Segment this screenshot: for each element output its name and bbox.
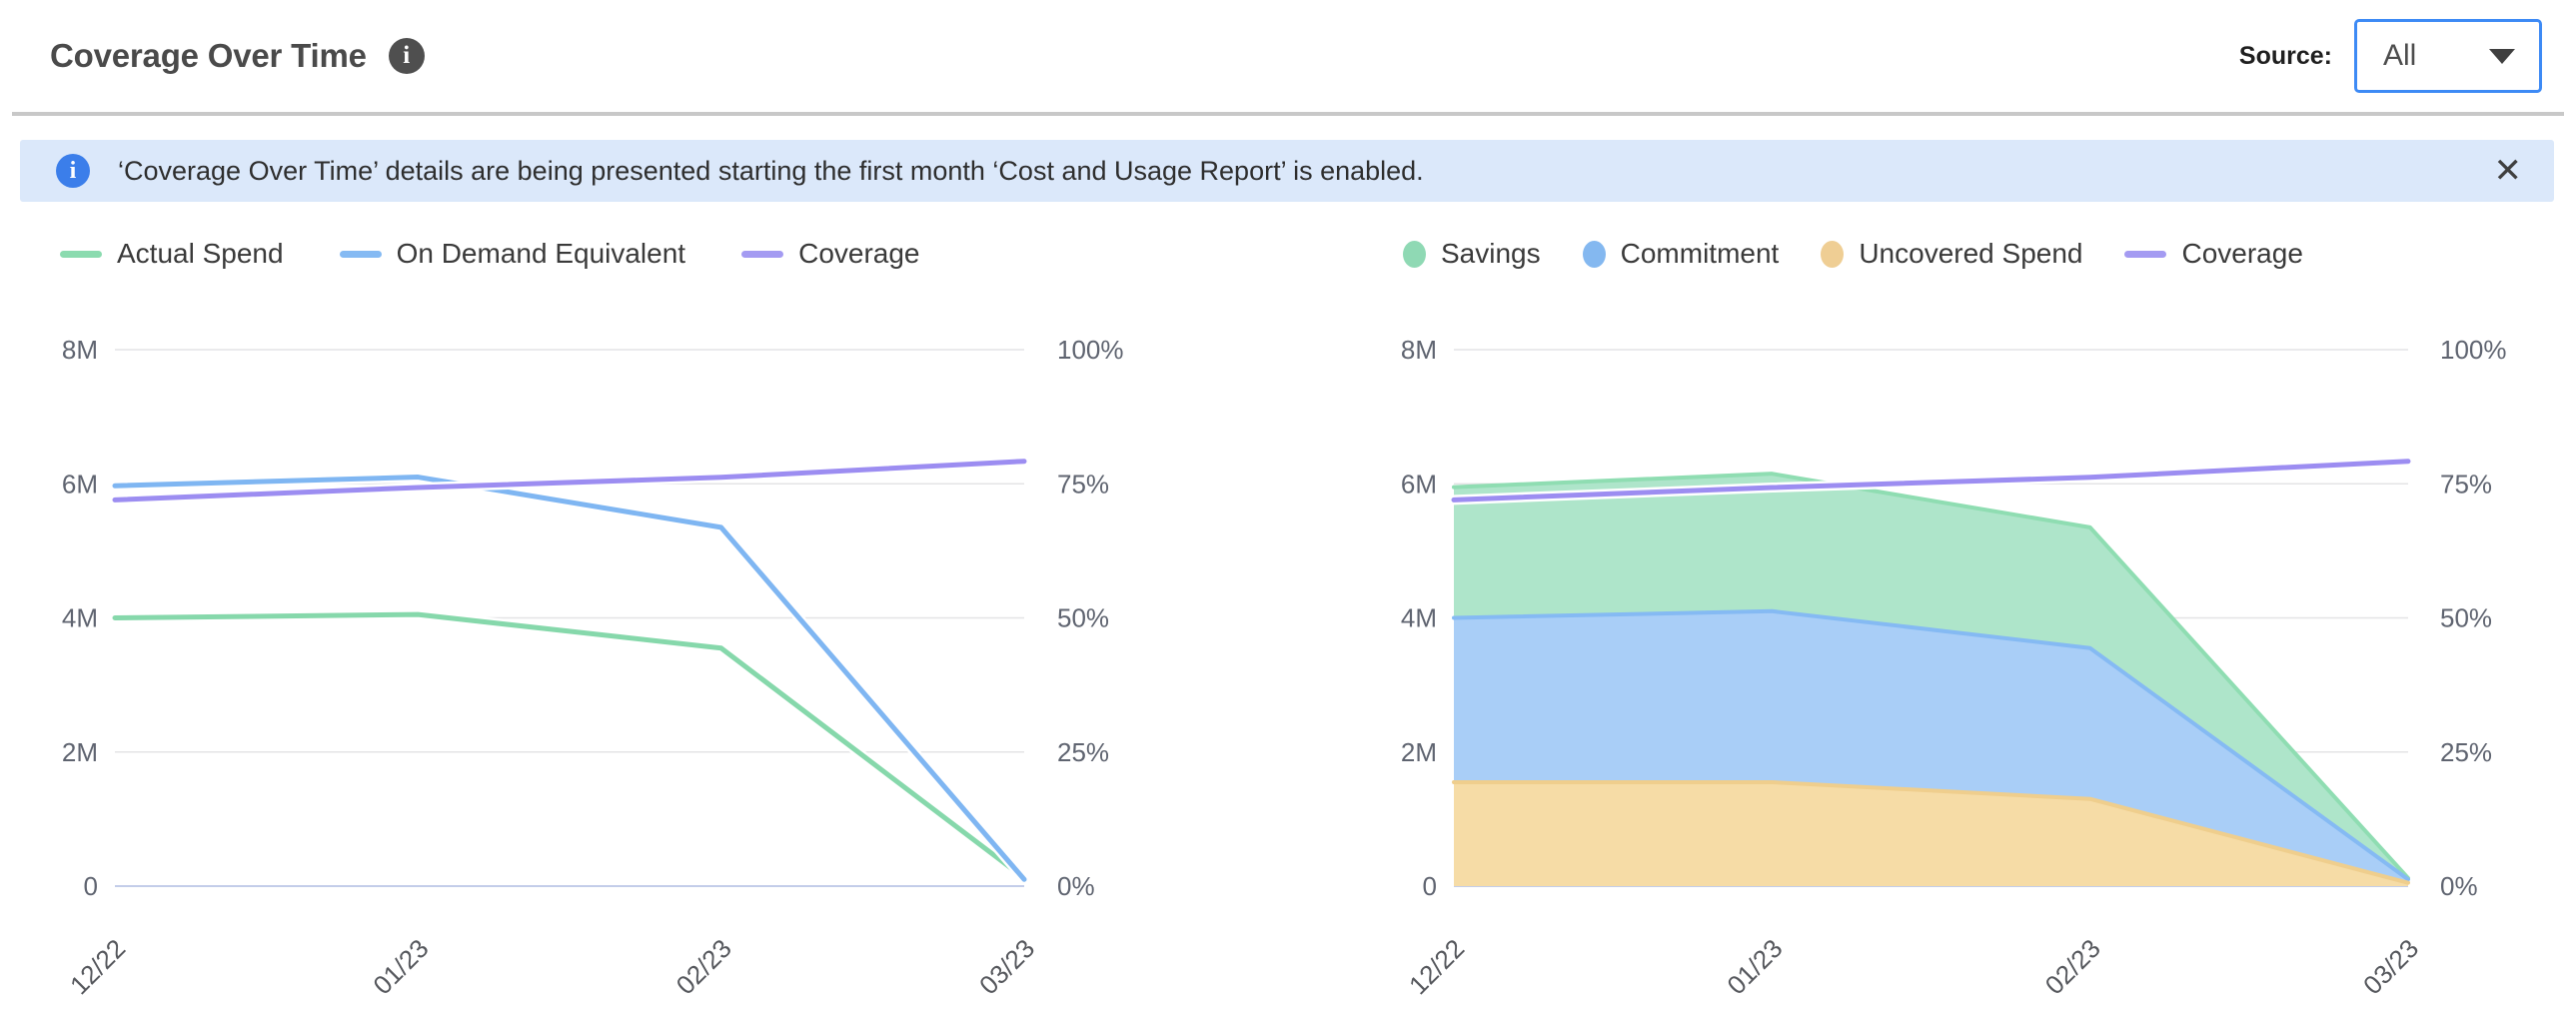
legend-dot-marker bbox=[1821, 240, 1845, 268]
page-title: Coverage Over Time bbox=[50, 37, 367, 74]
svg-text:03/23: 03/23 bbox=[973, 933, 1040, 999]
close-icon: ✕ bbox=[2493, 152, 2523, 190]
svg-text:100%: 100% bbox=[2440, 335, 2507, 365]
svg-text:2M: 2M bbox=[62, 737, 98, 767]
svg-text:4M: 4M bbox=[62, 603, 98, 633]
legend-label: Commitment bbox=[1620, 238, 1780, 269]
legend-line-marker bbox=[339, 250, 382, 258]
info-banner: i ‘Coverage Over Time’ details are being… bbox=[20, 140, 2554, 202]
legend-item-actual-spend[interactable]: Actual Spend bbox=[60, 238, 284, 270]
legend-item-savings[interactable]: Savings bbox=[1403, 238, 1541, 270]
svg-text:25%: 25% bbox=[2440, 737, 2492, 767]
legend-item-on-demand-equivalent[interactable]: On Demand Equivalent bbox=[339, 238, 686, 270]
banner-info-icon: i bbox=[56, 154, 90, 188]
svg-text:75%: 75% bbox=[2440, 469, 2492, 499]
coverage-line-chart-panel: Actual Spend On Demand Equivalent Coverage… bbox=[20, 222, 1199, 999]
title-info-icon[interactable]: i bbox=[388, 38, 425, 74]
coverage-line-chart[interactable]: 0 0% 2M 25% 4M 50% 6M 75% 8M 100% 12/22 01/23 02/23 0… bbox=[20, 300, 1199, 999]
banner-close-button[interactable]: ✕ bbox=[2490, 150, 2527, 192]
legend-line-marker bbox=[741, 250, 784, 258]
svg-text:2M: 2M bbox=[1401, 737, 1437, 767]
source-label: Source: bbox=[2238, 41, 2332, 70]
coverage-area-chart-panel: Savings Commitment Uncovered Spend Coverage… bbox=[1359, 222, 2556, 999]
svg-text:01/23: 01/23 bbox=[1721, 933, 1788, 999]
svg-text:100%: 100% bbox=[1057, 335, 1124, 365]
svg-text:12/22: 12/22 bbox=[64, 933, 131, 999]
source-selected-value: All bbox=[2383, 39, 2417, 72]
charts-row: Actual Spend On Demand Equivalent Coverage… bbox=[0, 222, 2576, 999]
line-chart-legend: Actual Spend On Demand Equivalent Coverage bbox=[20, 222, 1199, 286]
legend-label: Coverage bbox=[2181, 238, 2303, 269]
legend-label: Coverage bbox=[798, 238, 920, 269]
svg-text:12/22: 12/22 bbox=[1403, 933, 1470, 999]
svg-text:4M: 4M bbox=[1401, 603, 1437, 633]
legend-line-marker bbox=[60, 250, 102, 258]
svg-text:50%: 50% bbox=[1057, 603, 1109, 633]
legend-dot-marker bbox=[1582, 240, 1606, 268]
svg-text:0%: 0% bbox=[2440, 871, 2478, 901]
svg-text:01/23: 01/23 bbox=[367, 933, 434, 999]
svg-text:0: 0 bbox=[84, 871, 98, 901]
coverage-area-chart[interactable]: 0 0% 2M 25% 4M 50% 6M 75% 8M 100% 12/22 01/23 02/23 0… bbox=[1359, 300, 2556, 999]
area-chart-legend: Savings Commitment Uncovered Spend Coverage bbox=[1359, 222, 2556, 286]
svg-text:0%: 0% bbox=[1057, 871, 1095, 901]
svg-text:6M: 6M bbox=[1401, 469, 1437, 499]
legend-item-commitment[interactable]: Commitment bbox=[1582, 238, 1780, 270]
svg-text:6M: 6M bbox=[62, 469, 98, 499]
legend-dot-marker bbox=[1403, 240, 1426, 268]
chevron-down-icon bbox=[2489, 48, 2515, 64]
legend-item-coverage[interactable]: Coverage bbox=[2124, 238, 2303, 270]
banner-text: ‘Coverage Over Time’ details are being p… bbox=[118, 155, 1424, 186]
svg-text:8M: 8M bbox=[62, 335, 98, 365]
svg-text:02/23: 02/23 bbox=[2039, 933, 2106, 999]
legend-item-coverage[interactable]: Coverage bbox=[741, 238, 920, 270]
svg-text:8M: 8M bbox=[1401, 335, 1437, 365]
legend-label: Uncovered Spend bbox=[1859, 238, 2083, 269]
svg-text:50%: 50% bbox=[2440, 603, 2492, 633]
legend-label: On Demand Equivalent bbox=[396, 238, 686, 269]
legend-label: Actual Spend bbox=[117, 238, 284, 269]
svg-text:25%: 25% bbox=[1057, 737, 1109, 767]
legend-line-marker bbox=[2124, 250, 2167, 258]
source-dropdown[interactable]: All bbox=[2354, 19, 2542, 93]
header-divider bbox=[12, 112, 2564, 116]
legend-item-uncovered-spend[interactable]: Uncovered Spend bbox=[1821, 238, 2082, 270]
page-header: Coverage Over Time i Source: All bbox=[0, 0, 2576, 112]
svg-text:02/23: 02/23 bbox=[670, 933, 737, 999]
legend-label: Savings bbox=[1441, 238, 1541, 269]
svg-text:0: 0 bbox=[1423, 871, 1437, 901]
svg-text:03/23: 03/23 bbox=[2357, 933, 2424, 999]
svg-text:75%: 75% bbox=[1057, 469, 1109, 499]
